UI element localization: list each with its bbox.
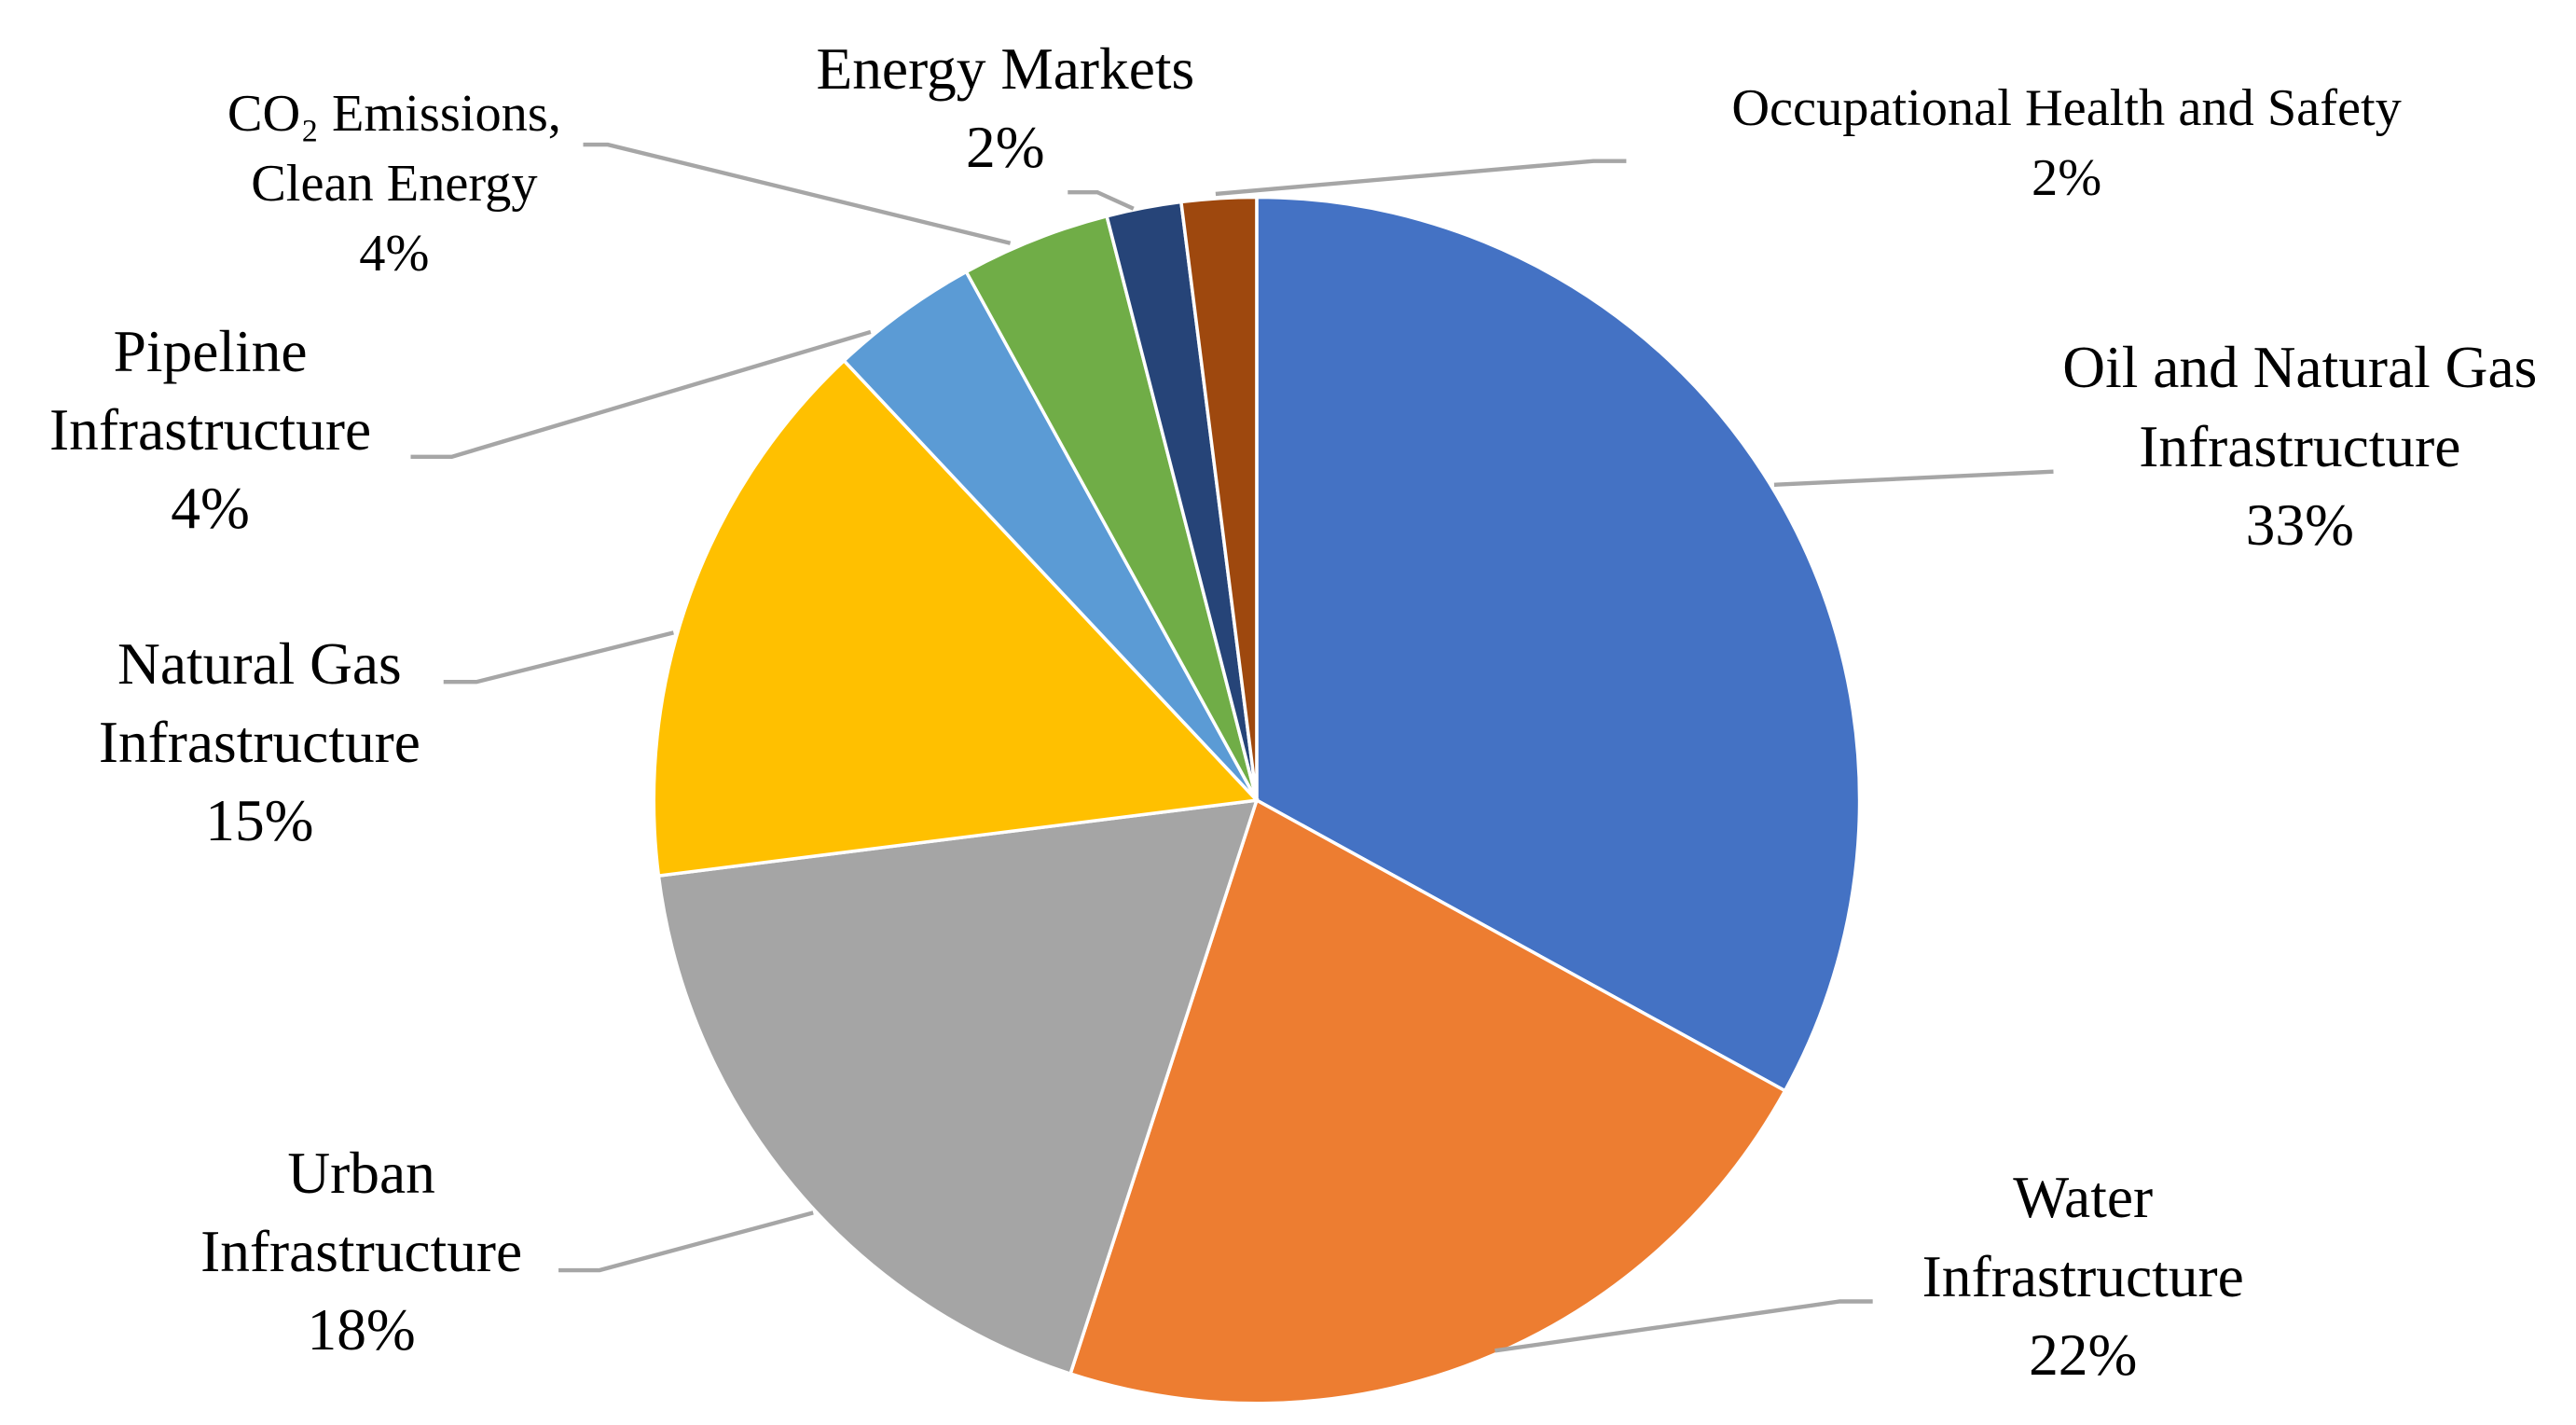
leader-line [558,1211,814,1273]
value-label: 4% [359,224,430,283]
leader-line [1773,469,2054,487]
pie-slice [1068,797,1787,1405]
leader-line [583,142,1012,245]
value-label: 22% [2029,1321,2138,1388]
category-label: Urban Infrastructure [200,1139,523,1285]
leader-line [1215,159,1627,197]
value-label: 33% [2245,491,2354,559]
value-label: 18% [307,1296,416,1363]
data-label: Occupational Health and Safety 2% [1639,74,2493,214]
value-label: 2% [2032,149,2102,208]
value-label: 2% [966,114,1045,181]
category-label: Energy Markets [816,35,1195,102]
data-label: Natural Gas Infrastructure 15% [46,625,473,861]
data-label: Urban Infrastructure 18% [148,1134,575,1370]
category-label: CO₂ Emissions, Clean Energy [227,84,561,213]
pie-slice [652,358,1260,879]
leader-line [1495,1299,1873,1353]
value-label: 15% [205,787,314,854]
category-label: Natural Gas Infrastructure [98,629,420,775]
category-label: Oil and Natural Gas Infrastructure [2062,334,2538,479]
data-label: CO₂ Emissions, Clean Energy 4% [189,79,600,289]
pie-slice [1178,195,1259,801]
data-label: Pipeline Infrastructure 4% [0,312,424,548]
category-label: Water Infrastructure [1922,1164,2244,1309]
value-label: 4% [171,475,250,542]
category-label: Occupational Health and Safety [1731,79,2402,138]
data-label: Water Infrastructure 22% [1869,1158,2296,1394]
data-label: Energy Markets 2% [759,30,1252,187]
pie-slice [656,797,1260,1377]
leader-line [1068,189,1135,211]
leader-line [410,329,872,460]
data-label: Oil and Natural Gas Infrastructure 33% [2046,328,2555,564]
leader-line [443,630,674,685]
category-label: Pipeline Infrastructure [48,317,372,463]
pie-slice [1255,195,1862,1094]
